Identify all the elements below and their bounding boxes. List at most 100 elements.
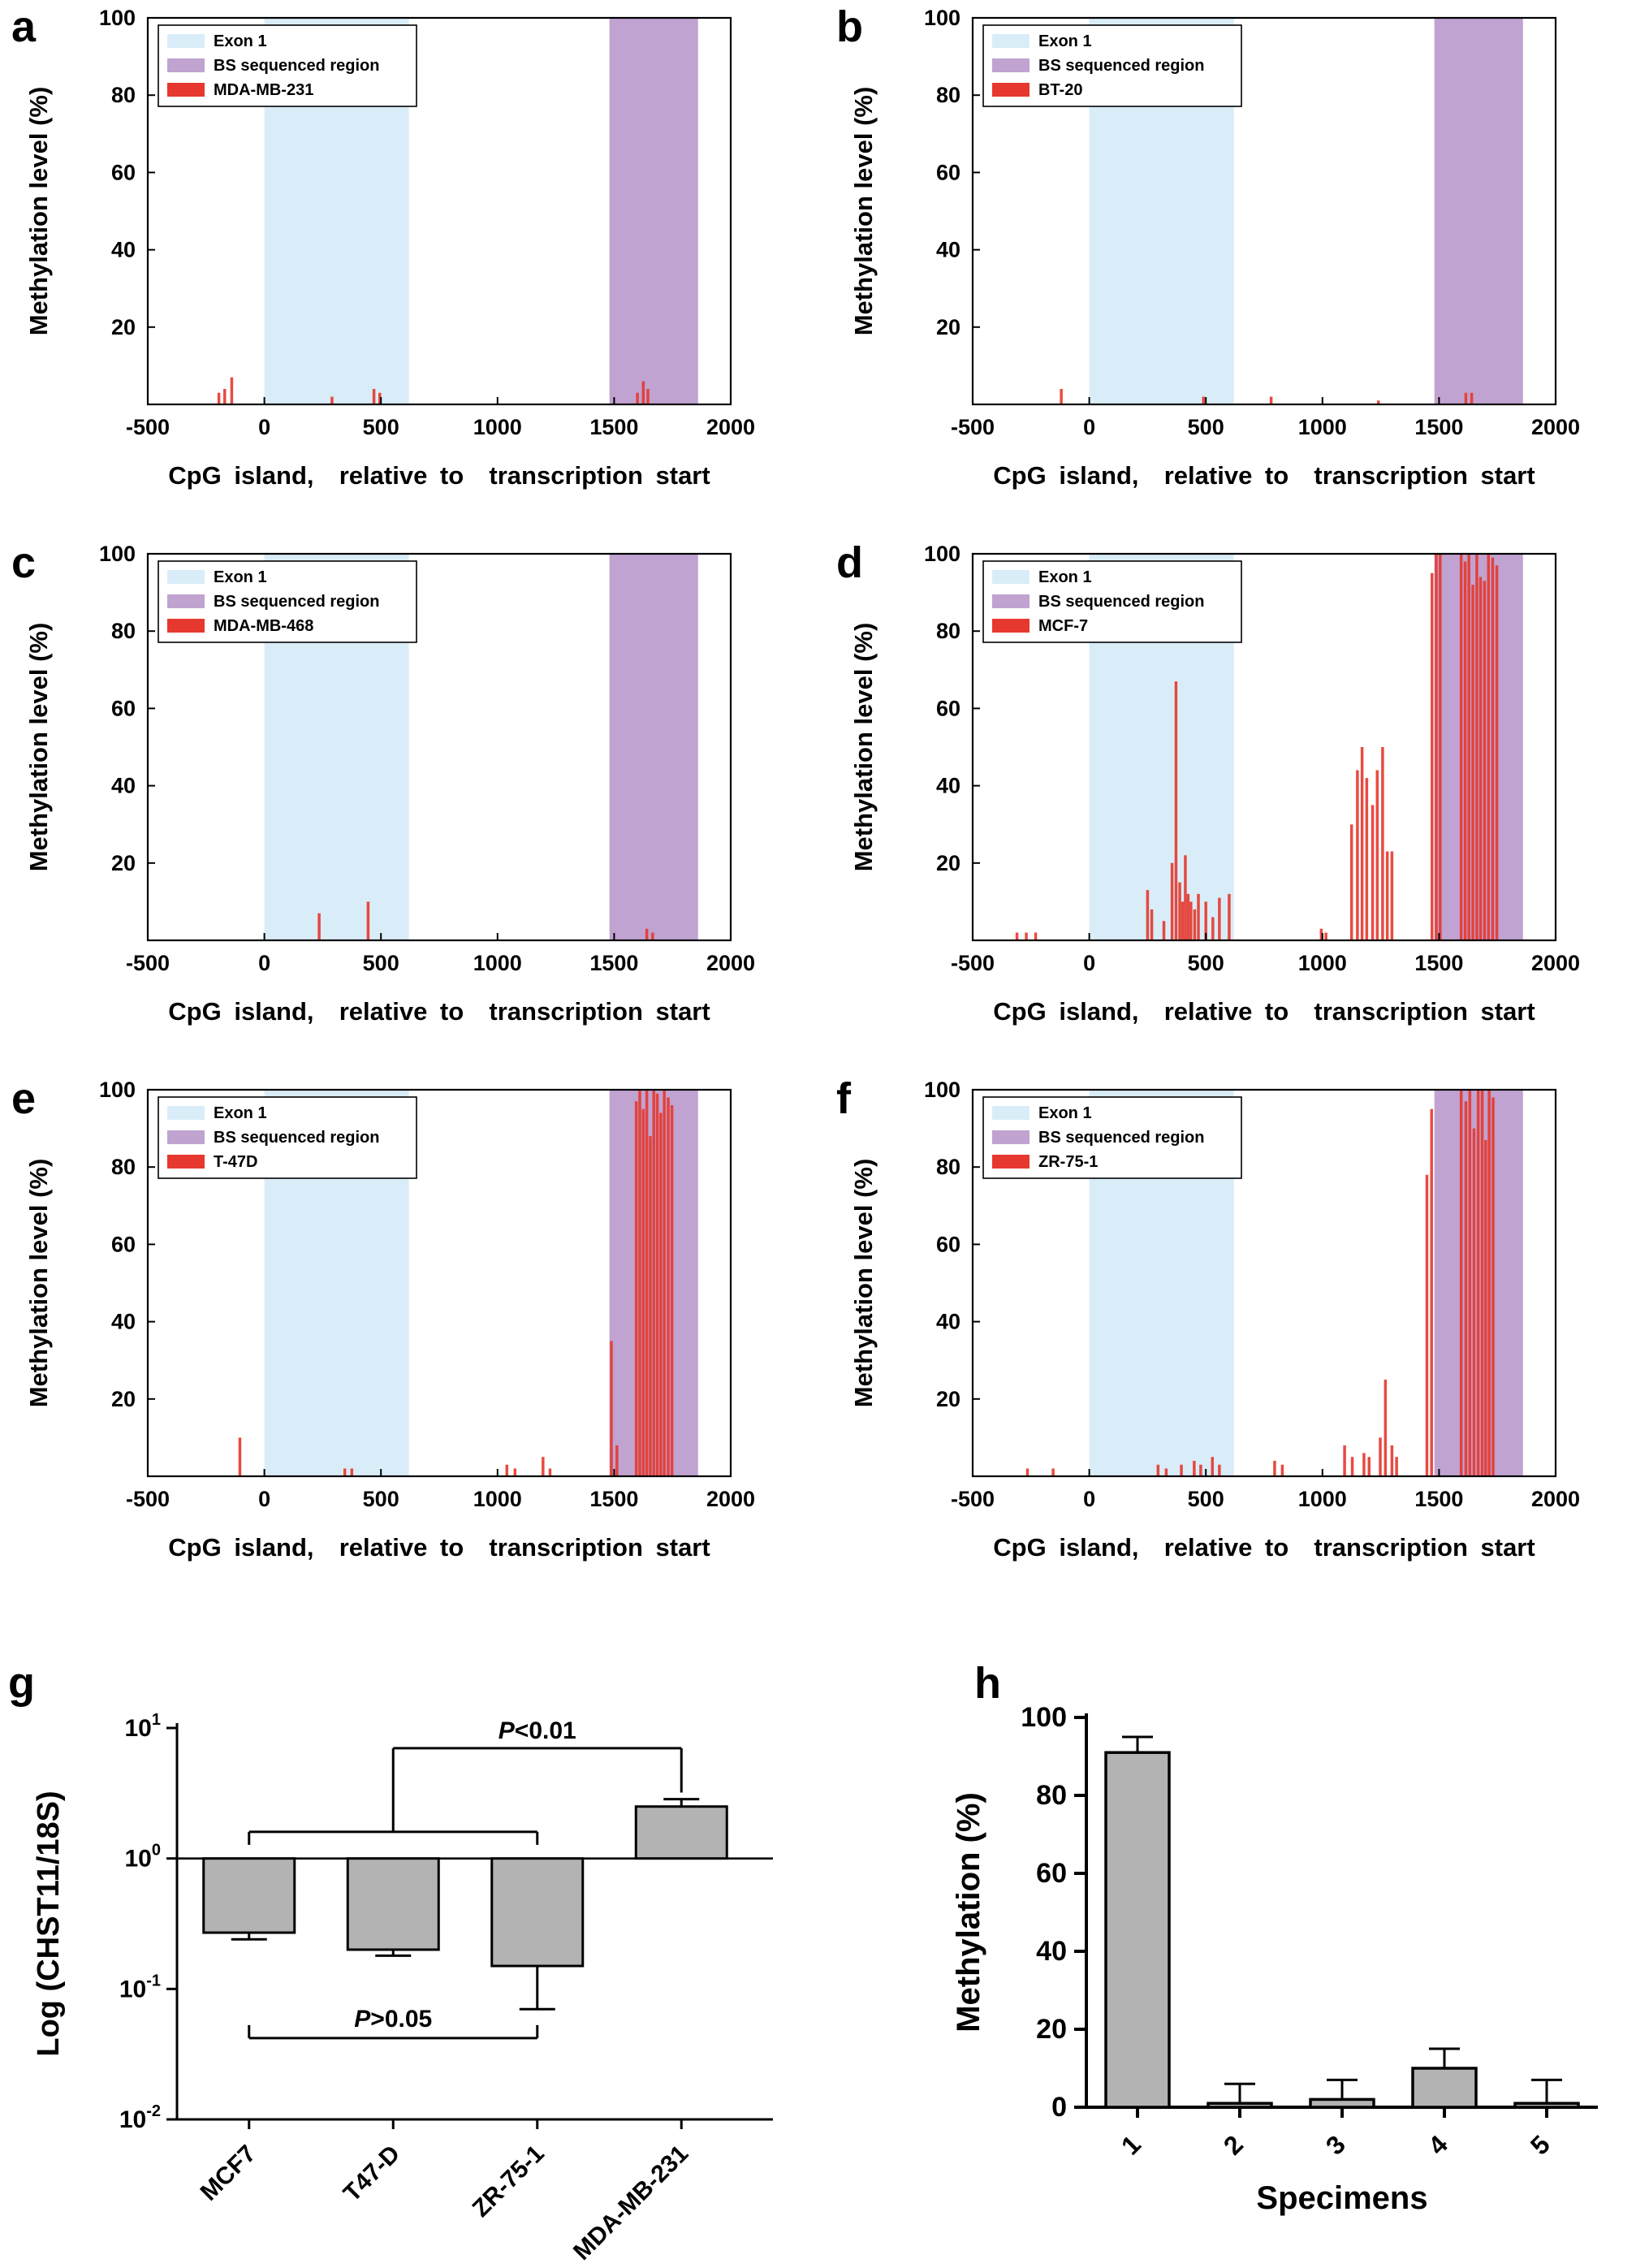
legend: Exon 1 BS sequenced region MCF-7 (982, 560, 1242, 643)
methylation-bars (1015, 554, 1499, 940)
methylation-bars (238, 1090, 674, 1475)
svg-text:1500: 1500 (1414, 951, 1463, 975)
chart-g: 101 100 10-1 10-2 MCF7 T47-D ZR-75-1 MDA-MB-231… (32, 1711, 773, 2266)
svg-text:40: 40 (111, 774, 136, 798)
svg-text:1000: 1000 (473, 951, 522, 975)
svg-text:0: 0 (258, 1487, 270, 1511)
svg-text:BS sequenced region: BS sequenced region (214, 57, 380, 75)
svg-text:500: 500 (363, 415, 399, 439)
svg-text:Methylation level (%): Methylation level (%) (24, 623, 53, 872)
svg-text:1500: 1500 (589, 1487, 638, 1511)
svg-text:40: 40 (936, 238, 960, 262)
panel-h-chart-mount: 0 20 40 60 80 100 1 2 3 4 5 Specimens Methylation (%… (825, 1657, 1649, 2268)
svg-text:20: 20 (936, 851, 960, 875)
panel-c-letter: c (11, 538, 37, 587)
svg-text:ZR-75-1: ZR-75-1 (468, 2141, 550, 2223)
svg-text:P<0.01: P<0.01 (499, 1717, 576, 1744)
svg-text:60: 60 (1036, 1858, 1067, 1889)
svg-text:-500: -500 (951, 951, 995, 975)
panel-e-letter: e (11, 1074, 37, 1123)
bars (202, 1798, 728, 2011)
panel-e: e -500 0 500 1000 1500 2000 20 40 60 80 100 CpG isl… (0, 1072, 824, 1608)
svg-text:Exon 1: Exon 1 (214, 568, 267, 586)
svg-text:60: 60 (111, 1232, 136, 1256)
legend: Exon 1 BS sequenced region MDA-MB-468 (158, 560, 417, 643)
chart-c: -500 0 500 1000 1500 2000 20 40 60 80 100 CpG islan… (24, 542, 755, 1026)
panel-h: h 0 20 40 60 80 100 1 2 3 4 5 Specimens Methylation … (825, 1657, 1649, 2268)
svg-text:MDA-MB-468: MDA-MB-468 (214, 617, 313, 635)
svg-text:40: 40 (936, 1310, 960, 1334)
svg-text:20: 20 (1036, 2014, 1067, 2045)
svg-text:0: 0 (258, 415, 270, 439)
svg-text:2000: 2000 (1531, 1487, 1580, 1511)
svg-text:MCF-7: MCF-7 (1038, 617, 1088, 635)
svg-text:40: 40 (1036, 1936, 1067, 1967)
panel-b-letter: b (836, 2, 863, 51)
svg-text:MDA-MB-231: MDA-MB-231 (568, 2141, 693, 2266)
svg-text:1500: 1500 (589, 951, 638, 975)
methylation-bars (317, 901, 654, 940)
methylation-bars (1025, 1090, 1495, 1475)
panel-a: a -500 0 500 1000 1500 2000 20 40 60 80 100 CpG isl… (0, 0, 824, 536)
panel-g: g 101 100 10-1 10-2 MCF7 T47-D ZR-75-1 MDA-MB-2… (0, 1657, 824, 2268)
svg-text:500: 500 (1188, 1487, 1224, 1511)
svg-text:500: 500 (363, 951, 399, 975)
panel-d-chart-mount: -500 0 500 1000 1500 2000 20 40 60 80 100 CpG islan… (825, 536, 1649, 1072)
svg-text:1000: 1000 (1298, 415, 1347, 439)
svg-text:10-1: 10-1 (119, 1972, 161, 2002)
axes: 101 100 10-1 10-2 MCF7 T47-D ZR-75-1 MDA-MB-231 (119, 1711, 773, 2266)
svg-text:-500: -500 (126, 415, 170, 439)
panel-d-letter: d (836, 538, 863, 587)
svg-text:5: 5 (1525, 2129, 1556, 2160)
panel-d: d -500 0 500 1000 1500 2000 20 40 60 80 100 CpG isl… (825, 536, 1649, 1072)
svg-text:Methylation level (%): Methylation level (%) (24, 87, 53, 336)
svg-text:60: 60 (111, 160, 136, 184)
chart-a: -500 0 500 1000 1500 2000 20 40 60 80 100 CpG islan… (24, 6, 755, 490)
svg-text:BS sequenced region: BS sequenced region (1038, 57, 1205, 75)
svg-text:500: 500 (1188, 951, 1224, 975)
svg-text:101: 101 (125, 1711, 162, 1742)
svg-text:CpG island, relative to tran: CpG island, relative to transcription st… (168, 997, 710, 1026)
svg-text:10-2: 10-2 (119, 2102, 161, 2133)
svg-text:2000: 2000 (1531, 415, 1580, 439)
svg-text:20: 20 (936, 1387, 960, 1411)
svg-text:100: 100 (99, 1078, 136, 1102)
svg-text:80: 80 (111, 619, 136, 643)
axes: -500 0 500 1000 1500 2000 20 40 60 80 100 CpG islan… (24, 1078, 755, 1562)
svg-text:-500: -500 (951, 1487, 995, 1511)
svg-text:40: 40 (111, 1310, 136, 1334)
svg-text:500: 500 (1188, 415, 1224, 439)
svg-text:40: 40 (936, 774, 960, 798)
svg-text:1500: 1500 (1414, 415, 1463, 439)
axes: -500 0 500 1000 1500 2000 20 40 60 80 100 CpG islan… (849, 1078, 1580, 1562)
svg-text:CpG island, relative to tran: CpG island, relative to transcription st… (168, 461, 710, 490)
svg-text:-500: -500 (126, 951, 170, 975)
svg-text:T-47D: T-47D (214, 1153, 257, 1171)
methylation-bars (1060, 388, 1474, 404)
svg-text:100: 100 (1021, 1702, 1067, 1733)
svg-text:Methylation (%): Methylation (%) (951, 1792, 986, 2033)
svg-text:80: 80 (936, 1155, 960, 1179)
svg-text:1000: 1000 (1298, 951, 1347, 975)
svg-text:BS sequenced region: BS sequenced region (214, 593, 380, 611)
chart-d: -500 0 500 1000 1500 2000 20 40 60 80 100 CpG islan… (849, 542, 1580, 1026)
svg-text:2000: 2000 (706, 951, 755, 975)
svg-text:Log (CHST11/18S): Log (CHST11/18S) (32, 1791, 66, 2056)
svg-text:Methylation level (%): Methylation level (%) (849, 1159, 878, 1408)
svg-text:100: 100 (99, 6, 136, 30)
svg-text:1500: 1500 (1414, 1487, 1463, 1511)
legend: Exon 1 BS sequenced region BT-20 (982, 24, 1242, 107)
panel-a-chart-mount: -500 0 500 1000 1500 2000 20 40 60 80 100 CpG islan… (0, 0, 824, 536)
chart-f: -500 0 500 1000 1500 2000 20 40 60 80 100 CpG islan… (849, 1078, 1580, 1562)
svg-text:500: 500 (363, 1487, 399, 1511)
panel-g-letter: g (8, 1659, 35, 1708)
svg-text:ZR-75-1: ZR-75-1 (1038, 1153, 1098, 1171)
svg-text:Exon 1: Exon 1 (1038, 1104, 1092, 1122)
chart-h: 0 20 40 60 80 100 1 2 3 4 5 Specimens Methylation (%… (951, 1702, 1598, 2216)
svg-text:2000: 2000 (1531, 951, 1580, 975)
svg-text:Exon 1: Exon 1 (1038, 32, 1092, 50)
svg-text:P>0.05: P>0.05 (354, 2006, 432, 2033)
chart-e: -500 0 500 1000 1500 2000 20 40 60 80 100 CpG islan… (24, 1078, 755, 1562)
svg-text:MDA-MB-231: MDA-MB-231 (214, 81, 313, 99)
